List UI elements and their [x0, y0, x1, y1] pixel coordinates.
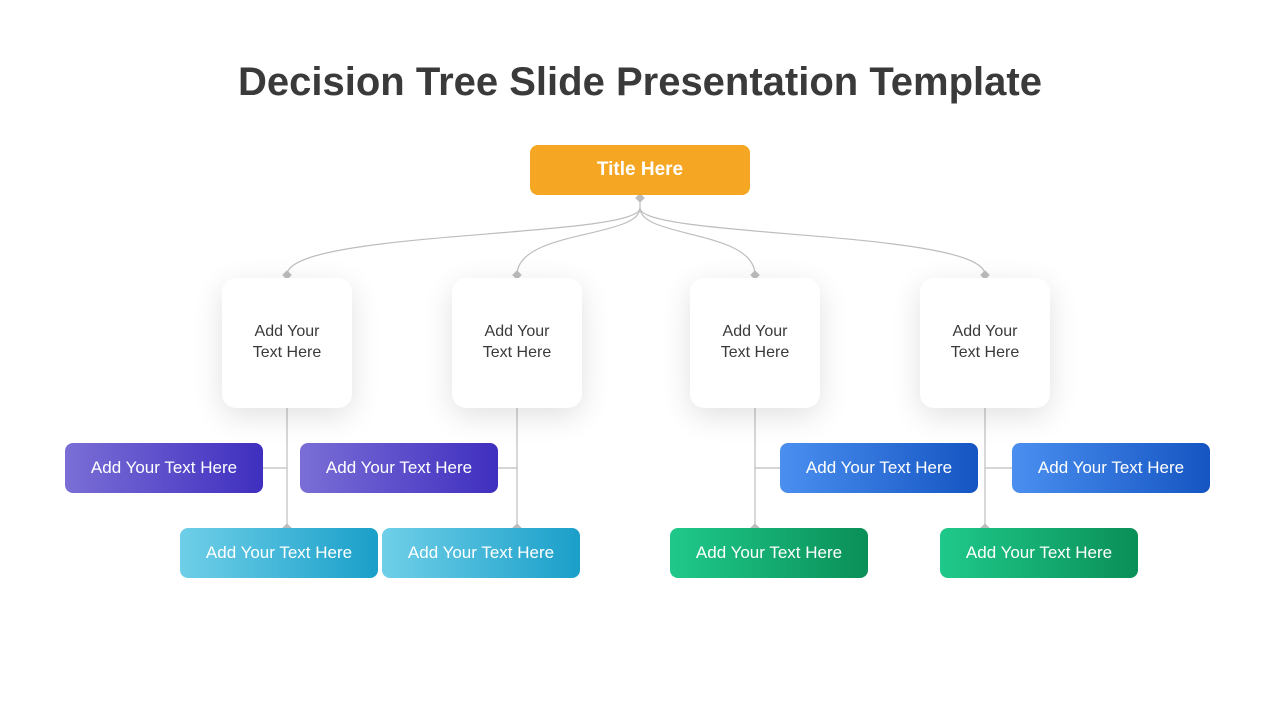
- level1-node: Add YourText Here: [690, 278, 820, 408]
- root-node: Title Here: [530, 145, 750, 195]
- leaf-node: Add Your Text Here: [940, 528, 1138, 578]
- slide: Decision Tree Slide Presentation Templat…: [0, 0, 1280, 720]
- leaf-label: Add Your Text Here: [966, 543, 1112, 563]
- leaf-node: Add Your Text Here: [670, 528, 868, 578]
- leaf-node: Add Your Text Here: [1012, 443, 1210, 493]
- leaf-node: Add Your Text Here: [382, 528, 580, 578]
- leaf-label: Add Your Text Here: [408, 543, 554, 563]
- connectors-svg: [0, 0, 1280, 720]
- level1-node: Add YourText Here: [222, 278, 352, 408]
- level1-label: Add YourText Here: [253, 322, 321, 364]
- leaf-label: Add Your Text Here: [806, 458, 952, 478]
- root-label: Title Here: [597, 159, 683, 181]
- leaf-label: Add Your Text Here: [206, 543, 352, 563]
- level1-node: Add YourText Here: [920, 278, 1050, 408]
- level1-label: Add YourText Here: [721, 322, 789, 364]
- level1-node: Add YourText Here: [452, 278, 582, 408]
- leaf-label: Add Your Text Here: [1038, 458, 1184, 478]
- leaf-node: Add Your Text Here: [65, 443, 263, 493]
- leaf-label: Add Your Text Here: [326, 458, 472, 478]
- leaf-node: Add Your Text Here: [780, 443, 978, 493]
- leaf-label: Add Your Text Here: [91, 458, 237, 478]
- level1-label: Add YourText Here: [483, 322, 551, 364]
- level1-label: Add YourText Here: [951, 322, 1019, 364]
- slide-title: Decision Tree Slide Presentation Templat…: [0, 60, 1280, 105]
- leaf-node: Add Your Text Here: [180, 528, 378, 578]
- leaf-label: Add Your Text Here: [696, 543, 842, 563]
- leaf-node: Add Your Text Here: [300, 443, 498, 493]
